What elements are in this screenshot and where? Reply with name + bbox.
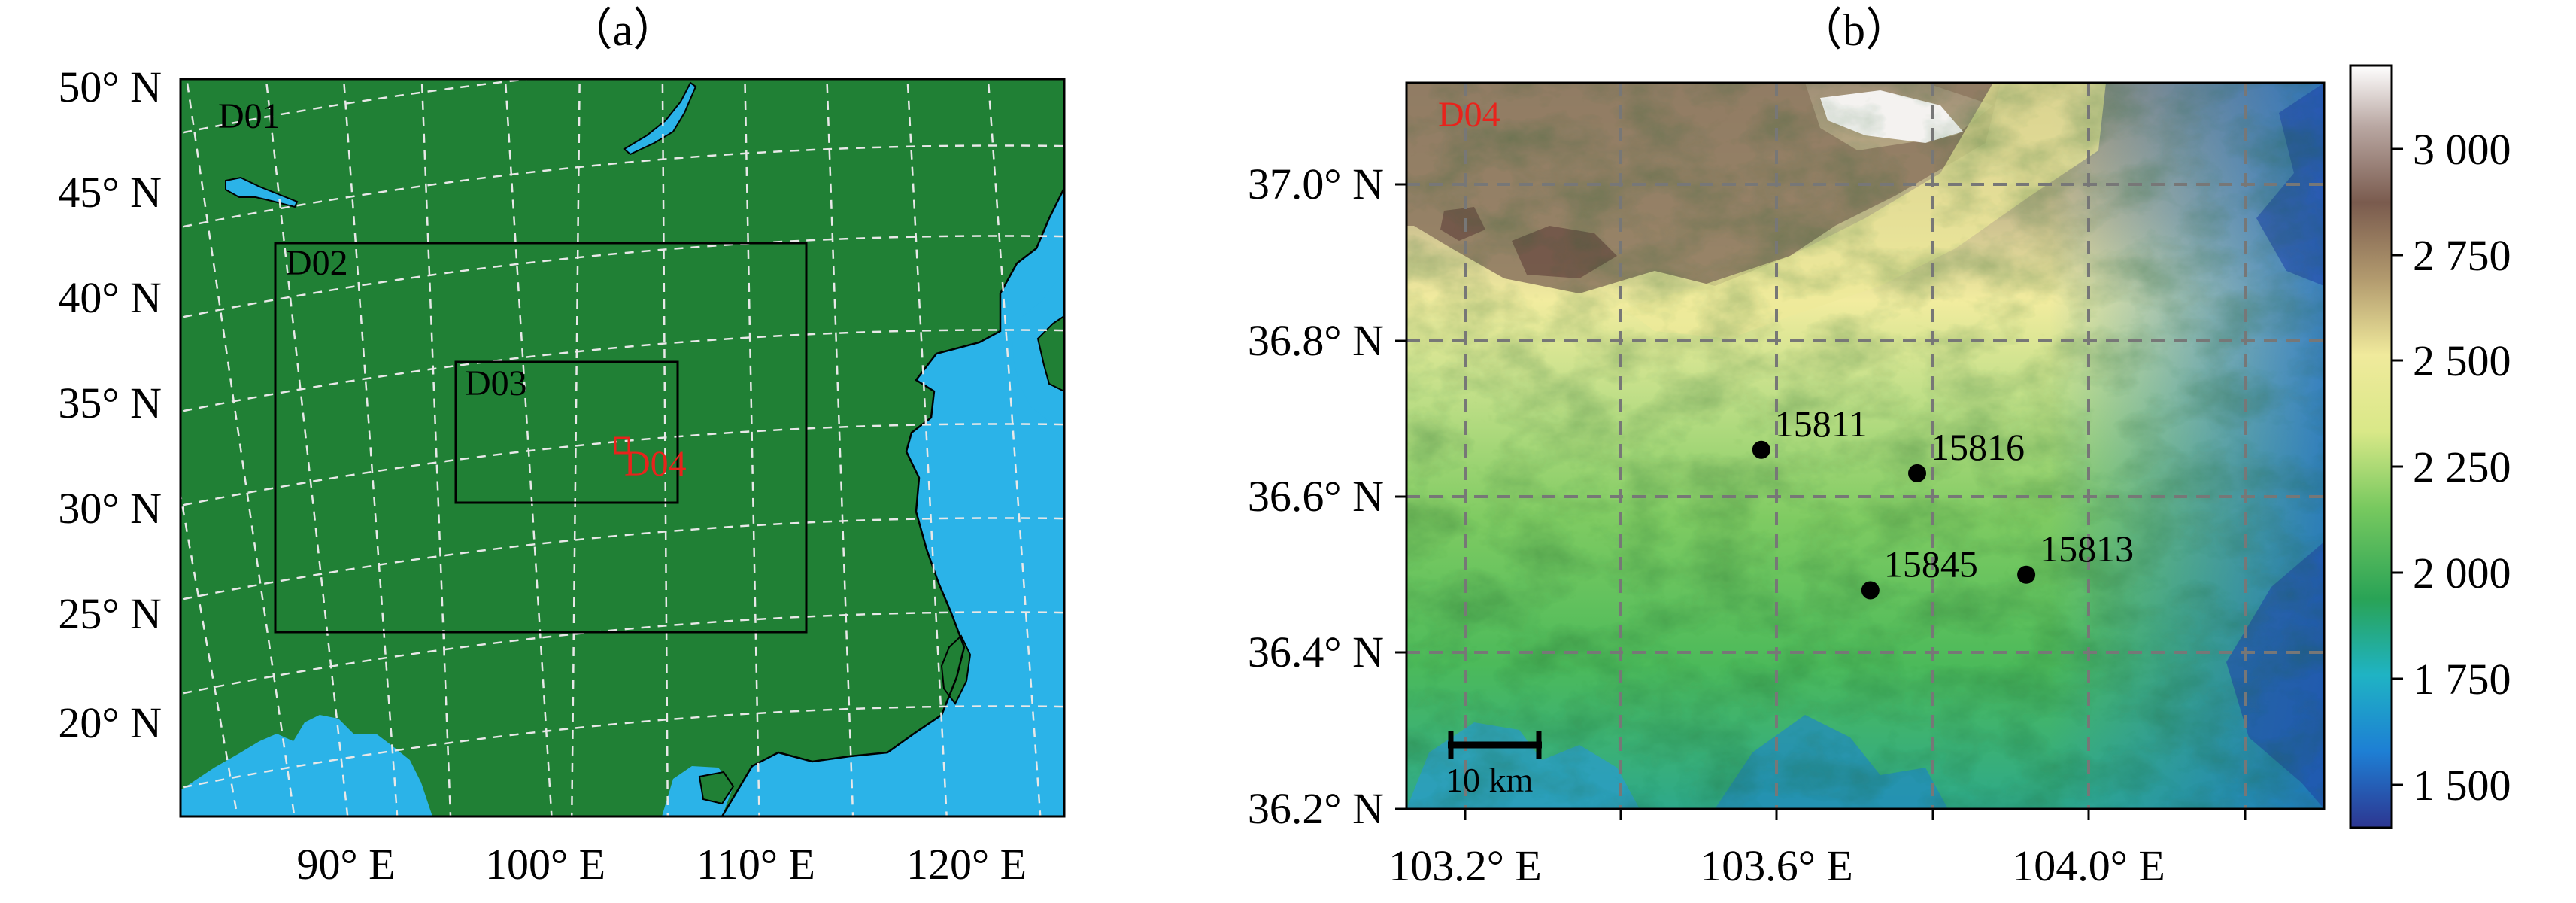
lon-tick: 103.2° E bbox=[1388, 841, 1542, 890]
colorbar-tick: 1 500 bbox=[2413, 761, 2511, 810]
domain-d04-label: D04 bbox=[624, 444, 687, 484]
lat-tick: 36.8° N bbox=[1248, 316, 1384, 365]
japan-island bbox=[1036, 315, 1064, 393]
panel-b-tick-marks bbox=[1395, 183, 2247, 820]
lon-tick: 120° E bbox=[906, 840, 1027, 889]
coastline bbox=[721, 187, 1064, 816]
terrain-map bbox=[1406, 83, 2324, 809]
meridian-90e bbox=[265, 79, 349, 816]
panel-a-lat-axis: 50° N 45° N 40° N 35° N 30° N 25° N 20° … bbox=[58, 62, 162, 747]
panel-b-lat-axis: 37.0° N 36.8° N 36.6° N 36.4° N 36.2° N bbox=[1248, 160, 1384, 833]
station-marker bbox=[1752, 440, 1770, 459]
domain-d02-box bbox=[274, 242, 808, 634]
lat-tick: 36.4° N bbox=[1248, 628, 1384, 676]
station-label: 15811 bbox=[1775, 403, 1868, 445]
colorbar-tick: 2 750 bbox=[2413, 231, 2511, 280]
meridian-80e bbox=[181, 489, 238, 816]
lon-tick: 110° E bbox=[696, 840, 815, 889]
parallel-15n bbox=[181, 705, 1064, 789]
panel-b-grid bbox=[1406, 83, 2324, 809]
lon-tick: 100° E bbox=[485, 840, 605, 889]
panel-b: （b） bbox=[1248, 5, 2511, 890]
panel-b-lon-axis: 103.2° E 103.6° E 104.0° E bbox=[1388, 841, 2165, 890]
graticule bbox=[181, 0, 1136, 835]
colorbar-tick: 1 750 bbox=[2413, 655, 2511, 704]
station-label: 15816 bbox=[1931, 426, 2025, 468]
bay-of-bengal bbox=[181, 715, 432, 816]
colorbar-tick: 2 250 bbox=[2413, 442, 2511, 491]
panel-a-label: （a） bbox=[568, 5, 678, 55]
sea-of-japan bbox=[1012, 271, 1064, 444]
colorbar-tick-marks bbox=[2392, 147, 2403, 786]
station-label: 15813 bbox=[2040, 528, 2134, 570]
terrain-texture bbox=[1406, 83, 2324, 809]
lat-tick: 30° N bbox=[58, 484, 162, 533]
domain-d04-box bbox=[614, 436, 630, 455]
lat-tick: 40° N bbox=[58, 273, 162, 322]
parallel-25n bbox=[181, 517, 1064, 601]
lat-tick: 37.0° N bbox=[1248, 160, 1384, 208]
lat-tick: 25° N bbox=[58, 589, 162, 638]
domain-d04-map-label: D04 bbox=[1438, 95, 1500, 135]
panel-b-label: （b） bbox=[1798, 5, 1910, 55]
lat-tick: 50° N bbox=[58, 62, 162, 111]
panel-a-frame bbox=[179, 78, 1066, 818]
parallel-40n bbox=[181, 235, 1064, 319]
lon-tick: 103.6° E bbox=[1700, 841, 1853, 890]
colorbar-tick: 2 500 bbox=[2413, 336, 2511, 385]
lat-tick: 45° N bbox=[58, 168, 162, 217]
east-china-sea bbox=[722, 188, 1064, 816]
parallel-20n bbox=[181, 611, 1064, 695]
domain-d03-label: D03 bbox=[465, 363, 527, 403]
scale-bar-label: 10 km bbox=[1446, 761, 1534, 799]
lat-tick: 36.6° N bbox=[1248, 472, 1384, 521]
lat-tick: 35° N bbox=[58, 379, 162, 427]
panel-a: （a） bbox=[58, 0, 1136, 889]
parallel-30n bbox=[181, 423, 1064, 507]
scale-bar: 10 km bbox=[1446, 731, 1542, 799]
stations: 15811 15816 15845 15813 bbox=[1752, 403, 2134, 600]
meridian-140e bbox=[1060, 0, 1136, 835]
colorbar-tick: 2 000 bbox=[2413, 549, 2511, 597]
parallel-35n bbox=[181, 329, 1064, 413]
colorbar-gradient bbox=[2349, 64, 2393, 829]
station-marker bbox=[1861, 581, 1880, 600]
station-marker bbox=[1908, 464, 1927, 482]
lat-tick: 36.2° N bbox=[1248, 784, 1384, 833]
domain-d03-box bbox=[454, 360, 679, 504]
station-marker bbox=[2017, 565, 2036, 584]
panel-a-lon-axis: 90° E 100° E 110° E 120° E bbox=[296, 840, 1027, 889]
lat-tick: 20° N bbox=[58, 698, 162, 747]
station-label: 15845 bbox=[1884, 543, 1978, 585]
domain-d01-label: D01 bbox=[218, 96, 281, 136]
panel-b-frame bbox=[1405, 81, 2326, 810]
domain-d02-label: D02 bbox=[286, 243, 348, 283]
lake-baikal bbox=[623, 81, 697, 156]
parallel-45n bbox=[181, 144, 1064, 229]
meridian-85e bbox=[185, 79, 296, 816]
hainan-island bbox=[698, 771, 735, 805]
lon-tick: 90° E bbox=[296, 840, 395, 889]
lon-tick: 104.0° E bbox=[2012, 841, 2165, 890]
colorbar-tick: 3 000 bbox=[2413, 125, 2511, 174]
colorbar: 3 000 2 750 2 500 2 250 2 000 1 750 1 50… bbox=[2349, 64, 2511, 829]
